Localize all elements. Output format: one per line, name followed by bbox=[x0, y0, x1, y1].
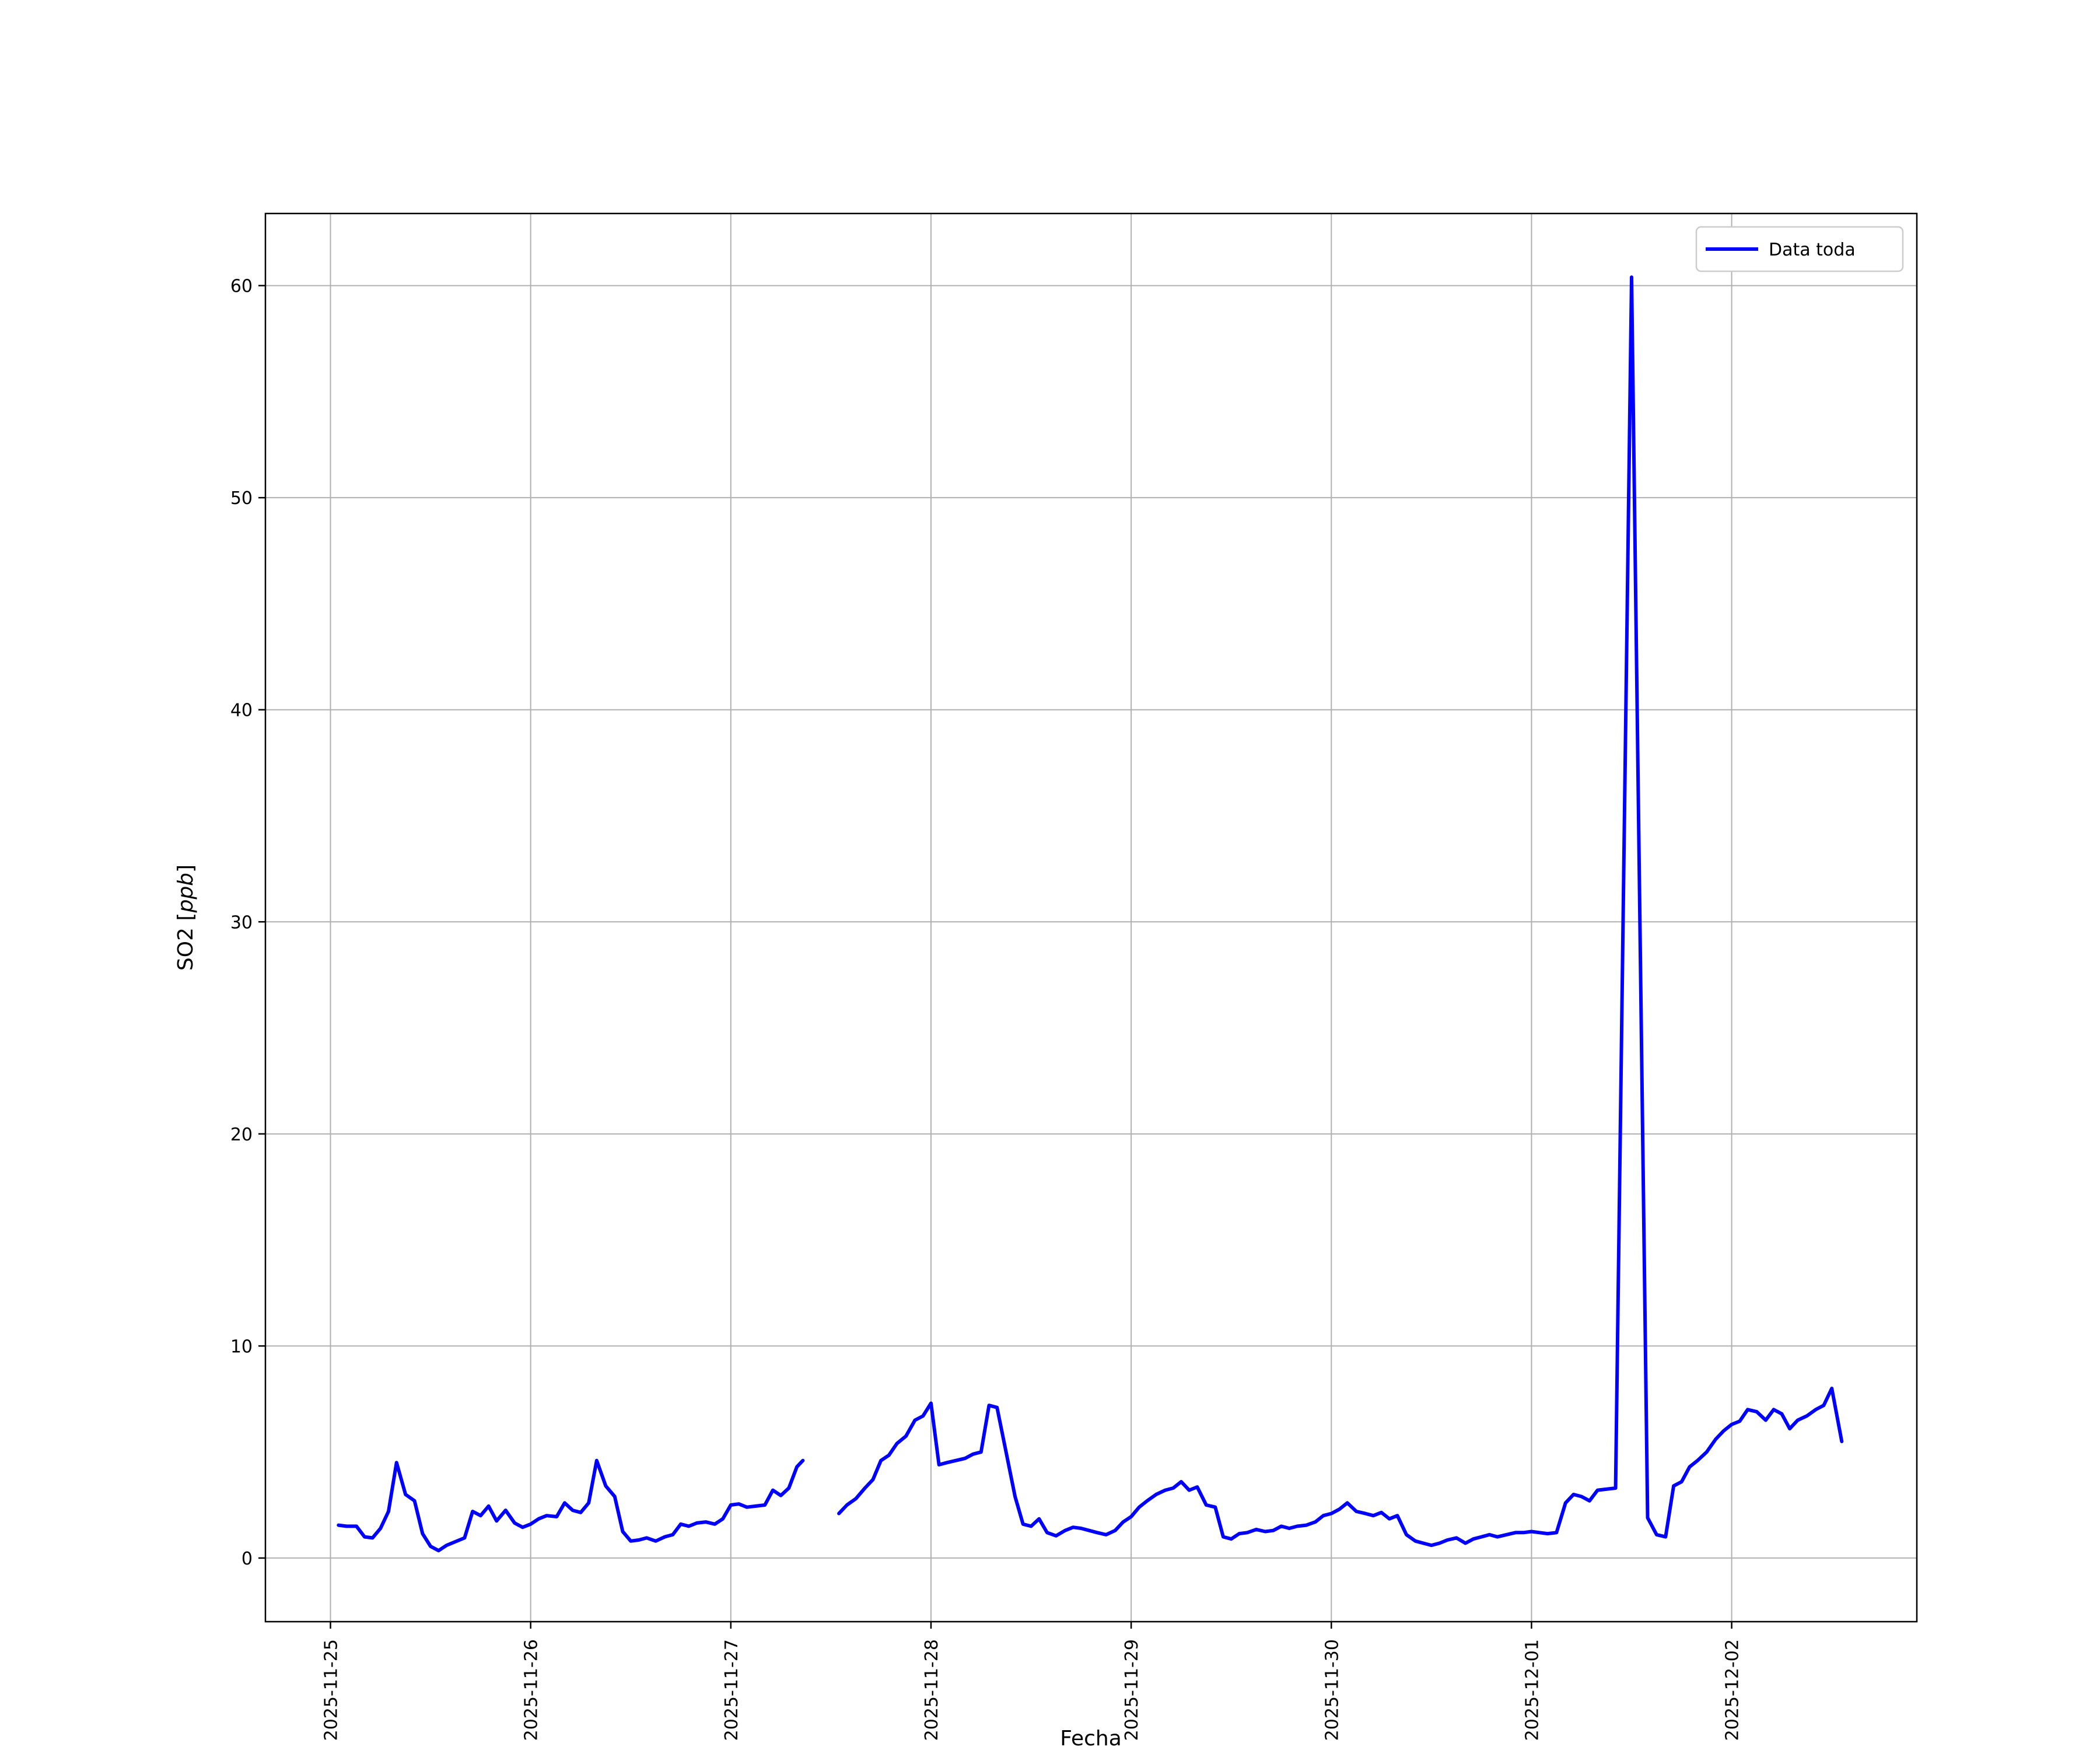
plot-border bbox=[264, 212, 1918, 1623]
x-tick-label: 2025-11-29 bbox=[1122, 1639, 1142, 1741]
x-tick-label: 2025-11-28 bbox=[922, 1639, 942, 1741]
x-axis-label: Fecha bbox=[1060, 1727, 1122, 1750]
y-axis-label-suffix: ] bbox=[174, 864, 198, 873]
y-tick-label: 0 bbox=[242, 1549, 253, 1569]
y-axis-label-units: ppb bbox=[174, 873, 198, 914]
y-tick-label: 40 bbox=[230, 701, 253, 721]
y-tick-label: 30 bbox=[230, 912, 253, 933]
x-tick-label: 2025-11-27 bbox=[722, 1639, 742, 1741]
x-tick-label: 2025-11-25 bbox=[321, 1639, 342, 1741]
x-tick-label: 2025-11-26 bbox=[522, 1639, 542, 1741]
x-tick-label: 2025-12-01 bbox=[1522, 1639, 1542, 1741]
y-tick-label: 20 bbox=[230, 1125, 253, 1145]
data-line bbox=[837, 275, 1844, 1548]
legend-label: Data toda bbox=[1769, 240, 1856, 260]
x-tick-label: 2025-11-30 bbox=[1322, 1639, 1342, 1741]
legend-box bbox=[1695, 226, 1904, 272]
data-line bbox=[337, 1458, 805, 1553]
legend: Data toda bbox=[1695, 226, 1904, 272]
axes: 2025-11-25 2025-11-26 2025-11-27 2025-11-28… bbox=[230, 212, 1918, 1741]
y-axis-label-prefix: SO2 [ bbox=[174, 913, 198, 971]
data-series-layer bbox=[337, 275, 1844, 1553]
y-tick-label: 50 bbox=[230, 488, 253, 509]
y-tick-label: 10 bbox=[230, 1336, 253, 1357]
grid bbox=[265, 214, 1917, 1622]
x-tick-label: 2025-12-02 bbox=[1723, 1639, 1743, 1741]
y-tick-label: 60 bbox=[230, 276, 253, 297]
y-axis-label: SO2 [ppb] bbox=[174, 864, 198, 971]
